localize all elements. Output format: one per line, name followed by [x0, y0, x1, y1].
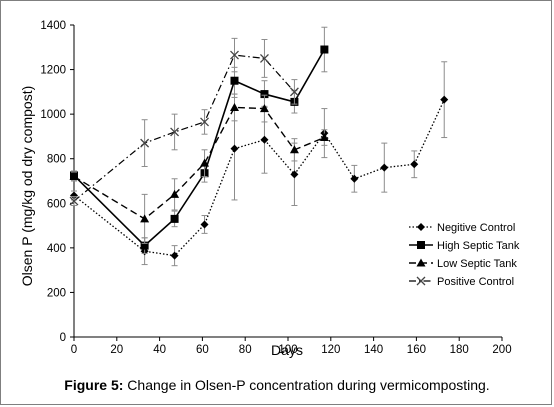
x-tick-label: 40: [153, 344, 166, 356]
caption-label: Figure 5:: [64, 377, 124, 393]
y-tick-label: 400: [47, 243, 66, 255]
data-point: [230, 76, 239, 85]
legend: Negitive Control High Septic Tank Low Sept…: [409, 222, 520, 288]
data-point: [69, 172, 79, 181]
legend-item: High Septic Tank: [409, 240, 520, 252]
series-line: [73, 99, 445, 257]
legend-label: Positive Control: [437, 276, 514, 288]
x-tick-label: 20: [110, 344, 123, 356]
x-tick-label: 0: [71, 344, 77, 356]
y-tick-label: 1400: [40, 20, 66, 32]
y-tick-label: 800: [47, 154, 66, 166]
caption-text: Change in Olsen-P concentration during v…: [123, 377, 490, 393]
legend-item: Positive Control: [409, 276, 514, 288]
data-point: [230, 144, 239, 153]
series-low-septic-tank: [69, 93, 329, 244]
y-tick-labels: 0 200 400 600 800 1000 1200 1400: [40, 20, 66, 344]
data-point: [70, 191, 78, 200]
data-point: [170, 214, 179, 223]
legend-label: Low Septic Tank: [437, 258, 517, 270]
legend-item: Negitive Control: [409, 222, 515, 234]
y-axis-title: Olsen P (mg/kg od dry compost): [19, 86, 35, 286]
series-group: [69, 26, 449, 267]
data-point: [170, 127, 180, 137]
x-tick-labels: 0 20 40 60 80 100 120 140 160 180 200: [71, 344, 512, 356]
data-point: [230, 102, 239, 111]
series-high-septic-tank: [70, 26, 329, 254]
data-point: [289, 87, 299, 97]
legend-marker: [416, 276, 426, 286]
y-tick-label: 1000: [40, 109, 66, 121]
y-tick-label: 0: [60, 332, 66, 344]
series-line: [73, 106, 325, 220]
x-tick-label: 140: [364, 344, 383, 356]
data-point: [140, 241, 149, 250]
data-point: [140, 138, 150, 148]
data-point: [350, 174, 359, 183]
data-point: [320, 45, 329, 54]
data-point: [200, 117, 209, 127]
legend-label: Negitive Control: [437, 222, 515, 234]
data-point: [289, 145, 299, 154]
x-tick-label: 200: [492, 344, 511, 356]
legend-marker: [417, 241, 425, 249]
x-tick-label: 160: [407, 344, 426, 356]
y-tick-label: 200: [47, 287, 66, 299]
series-line: [73, 54, 295, 202]
legend-label: High Septic Tank: [437, 240, 520, 252]
series-positive-control: [69, 37, 299, 207]
data-point: [319, 133, 329, 142]
series-line: [73, 49, 326, 247]
data-point: [230, 50, 239, 60]
legend-marker: [417, 223, 425, 231]
olsen-p-chart: 0 20 40 60 80 100 120 140 160 180 200 0 200 400 600 80…: [19, 20, 520, 358]
data-point: [410, 160, 419, 169]
data-point: [170, 189, 180, 198]
x-tick-label: 120: [321, 344, 340, 356]
data-point: [260, 53, 269, 63]
data-point: [380, 163, 389, 172]
x-tick-label: 180: [450, 344, 469, 356]
legend-marker: [416, 258, 426, 267]
data-point: [140, 214, 150, 223]
x-tick-label: 100: [278, 344, 297, 356]
x-axis-title: Days: [271, 342, 303, 358]
figure-caption: Figure 5: Change in Olsen-P concentratio…: [1, 377, 553, 393]
x-tick-label: 80: [239, 344, 252, 356]
x-tick-label: 60: [196, 344, 209, 356]
axes: [70, 24, 503, 341]
data-point: [69, 196, 79, 206]
data-point: [200, 220, 209, 229]
y-tick-label: 600: [47, 198, 66, 210]
y-tick-label: 1200: [40, 65, 66, 77]
data-point: [290, 170, 299, 179]
data-point: [260, 135, 269, 144]
data-point: [259, 104, 269, 113]
data-point: [260, 90, 269, 99]
data-point: [200, 158, 210, 167]
data-point: [170, 251, 179, 260]
data-point: [440, 95, 449, 104]
legend-item: Low Septic Tank: [409, 258, 517, 270]
